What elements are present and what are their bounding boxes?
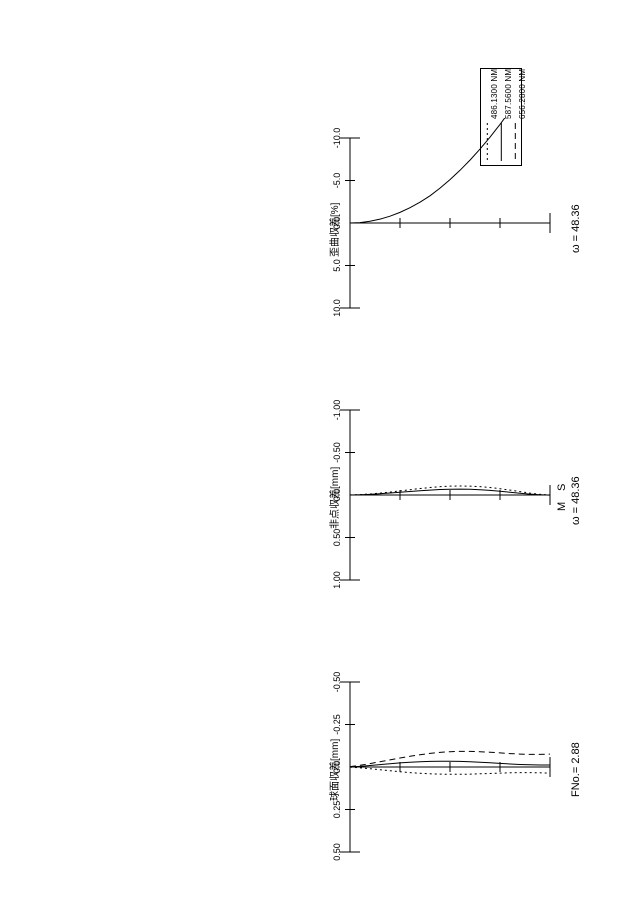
m-label: M: [556, 502, 568, 511]
chart-title: ω = 48.36: [570, 204, 582, 253]
svg-text:-0.50: -0.50: [332, 442, 342, 463]
legend-entry: 486.1300 NM: [490, 69, 499, 119]
chart-title: ω = 48.36: [570, 476, 582, 525]
svg-text:1.00: 1.00: [332, 571, 342, 589]
svg-text:5.0: 5.0: [332, 259, 342, 272]
legend-entry: 587.5600 NM: [504, 69, 513, 119]
svg-text:-10.0: -10.0: [332, 128, 342, 149]
svg-text:10.0: 10.0: [332, 299, 342, 317]
distortion-chart: -10.0-5.00.05.010.0ω = 48.36歪曲収差[%]: [320, 118, 620, 328]
s-label: S: [556, 484, 568, 491]
svg-text:-5.0: -5.0: [332, 173, 342, 189]
svg-text:0.25: 0.25: [332, 801, 342, 819]
chart-title: FNo.= 2.88: [570, 742, 582, 797]
page: { "legend": { "box": { "x": 480, "y": 68…: [0, 0, 640, 907]
axis-label: 歪曲収差[%]: [326, 203, 341, 257]
spherical-aberration-chart: -0.50-0.250.00.250.50FNo.= 2.88球面収差[mm]: [320, 662, 620, 872]
legend-entry: 656.2800 NM: [518, 69, 527, 119]
svg-text:0.50: 0.50: [332, 843, 342, 861]
svg-text:-1.00: -1.00: [332, 400, 342, 421]
astigmatism-chart: -1.00-0.500.00.501.00ω = 48.36非点収差[mm]SM: [320, 390, 620, 600]
svg-text:-0.50: -0.50: [332, 672, 342, 693]
svg-text:-0.25: -0.25: [332, 714, 342, 735]
svg-text:0.50: 0.50: [332, 529, 342, 547]
axis-label: 非点収差[mm]: [326, 467, 341, 529]
axis-label: 球面収差[mm]: [326, 739, 341, 801]
